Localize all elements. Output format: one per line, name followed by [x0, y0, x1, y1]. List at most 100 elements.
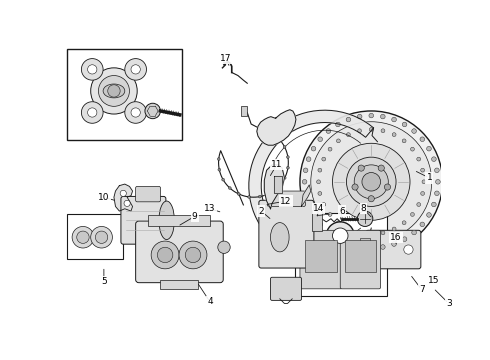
Circle shape — [77, 231, 89, 243]
Circle shape — [317, 180, 320, 184]
Text: 13: 13 — [204, 204, 216, 213]
Circle shape — [336, 122, 340, 127]
Circle shape — [151, 241, 179, 269]
Circle shape — [354, 165, 388, 199]
Polygon shape — [114, 184, 133, 211]
Circle shape — [417, 203, 421, 206]
Circle shape — [302, 180, 307, 184]
Circle shape — [228, 186, 231, 189]
Circle shape — [381, 114, 385, 119]
Circle shape — [98, 76, 129, 106]
Circle shape — [346, 117, 351, 122]
Circle shape — [421, 192, 424, 195]
Circle shape — [91, 68, 137, 114]
Circle shape — [336, 237, 340, 242]
Circle shape — [392, 227, 396, 231]
Circle shape — [318, 192, 322, 195]
Circle shape — [222, 178, 224, 181]
Circle shape — [91, 226, 112, 248]
Circle shape — [422, 180, 426, 184]
Circle shape — [157, 247, 173, 263]
Circle shape — [368, 195, 374, 202]
Ellipse shape — [270, 222, 289, 252]
Circle shape — [328, 212, 332, 216]
FancyBboxPatch shape — [136, 186, 160, 202]
Circle shape — [328, 147, 332, 151]
Text: 16: 16 — [391, 233, 402, 242]
Circle shape — [346, 227, 350, 231]
Circle shape — [432, 202, 436, 207]
Circle shape — [357, 211, 373, 226]
Circle shape — [303, 191, 308, 195]
Circle shape — [283, 145, 286, 148]
Circle shape — [369, 113, 373, 118]
Circle shape — [358, 165, 365, 171]
Circle shape — [277, 185, 280, 188]
Circle shape — [381, 129, 385, 133]
Polygon shape — [274, 176, 282, 193]
Circle shape — [381, 245, 385, 249]
Circle shape — [436, 180, 440, 184]
Circle shape — [269, 130, 271, 133]
Bar — [148, 215, 210, 226]
Circle shape — [318, 168, 322, 172]
Circle shape — [72, 226, 94, 248]
Text: 14: 14 — [313, 204, 324, 213]
Text: 7: 7 — [419, 285, 424, 294]
Bar — [312, 210, 321, 231]
Circle shape — [258, 195, 261, 198]
FancyBboxPatch shape — [270, 277, 301, 300]
Circle shape — [326, 129, 331, 134]
Circle shape — [392, 242, 396, 246]
Bar — [305, 239, 337, 272]
Circle shape — [357, 114, 362, 119]
Polygon shape — [249, 110, 373, 261]
Ellipse shape — [159, 201, 174, 239]
Circle shape — [277, 137, 280, 140]
Circle shape — [432, 157, 436, 162]
Circle shape — [218, 158, 220, 161]
Text: 6: 6 — [339, 207, 344, 216]
Circle shape — [427, 147, 431, 151]
Circle shape — [303, 168, 308, 172]
Circle shape — [333, 143, 410, 220]
Circle shape — [384, 184, 391, 190]
Circle shape — [357, 245, 362, 249]
Circle shape — [346, 157, 396, 206]
Circle shape — [287, 166, 289, 169]
Circle shape — [369, 246, 373, 250]
FancyBboxPatch shape — [300, 230, 342, 289]
Circle shape — [412, 230, 416, 235]
Circle shape — [362, 172, 381, 191]
Text: 17: 17 — [220, 54, 231, 63]
Text: 9: 9 — [192, 212, 197, 221]
Circle shape — [420, 222, 425, 227]
Bar — [241, 106, 247, 116]
Circle shape — [120, 190, 126, 197]
Circle shape — [420, 137, 425, 141]
Circle shape — [322, 157, 326, 161]
Circle shape — [306, 157, 311, 162]
FancyBboxPatch shape — [268, 191, 305, 206]
Circle shape — [402, 221, 406, 225]
Circle shape — [326, 222, 354, 249]
FancyBboxPatch shape — [259, 200, 314, 268]
Circle shape — [318, 137, 322, 141]
Text: 4: 4 — [207, 297, 213, 306]
Bar — [160, 280, 198, 289]
Circle shape — [402, 122, 407, 127]
Bar — [361, 253, 369, 261]
Circle shape — [381, 231, 385, 235]
FancyBboxPatch shape — [121, 197, 166, 244]
Circle shape — [145, 103, 160, 119]
Circle shape — [411, 212, 415, 216]
Circle shape — [96, 231, 108, 243]
Circle shape — [185, 247, 201, 263]
Text: 12: 12 — [280, 197, 292, 206]
Circle shape — [247, 195, 250, 198]
Circle shape — [318, 222, 322, 227]
Bar — [68, 214, 123, 259]
Circle shape — [369, 127, 373, 131]
Circle shape — [283, 176, 286, 179]
Circle shape — [435, 191, 439, 195]
